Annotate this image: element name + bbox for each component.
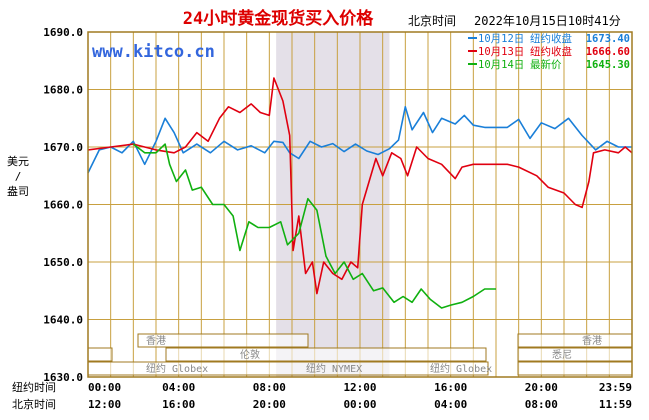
- session-hk1-label: 香港: [146, 335, 166, 347]
- y-unit-line2: 盎司: [7, 184, 29, 198]
- session-hk1-bar: [137, 333, 309, 348]
- y-tick-label: 1660.0: [43, 199, 83, 212]
- x-tick-ny-label: 04:00: [162, 381, 195, 394]
- legend-label-2: 纽约收盘: [530, 45, 572, 58]
- x-tick-bj-label: 00:00: [343, 398, 376, 411]
- y-tick-label: 1680.0: [43, 84, 83, 97]
- plot-frame: [87, 31, 633, 378]
- chart-title: 24小时黄金现货买入价格: [183, 8, 374, 29]
- legend-label-3: 最新价: [530, 58, 562, 71]
- series-line-1: [87, 106, 632, 174]
- kitco-watermark: www.kitco.cn: [92, 42, 215, 62]
- legend: 10月12日 纽约收盘 1673.40 10月13日 纽约收盘 1666.60 10月14日…: [468, 32, 630, 71]
- x-tick-bj-label: 04:00: [434, 398, 467, 411]
- timestamp-label: 北京时间: [408, 14, 456, 28]
- row-label-bj: 北京时间: [12, 397, 56, 411]
- legend-name-1: 10月12日: [478, 33, 524, 45]
- session-sydney-label: 悉尼: [552, 349, 572, 361]
- session-globex3-bar: [517, 361, 633, 376]
- x-tick-ny-label: 08:00: [253, 381, 286, 394]
- x-tick-bj-label: 11:59: [599, 398, 632, 411]
- session-hk2-bar: [517, 333, 633, 348]
- x-axis-ticks: 00:00 04:00 08:00 12:00 16:00 20:00 23:59 12:00…: [88, 381, 632, 411]
- session-globex2-label: 纽约 Globex: [430, 362, 492, 375]
- y-unit-slash: /: [15, 170, 22, 183]
- legend-value-2: 1666.60: [586, 46, 630, 58]
- grid-lines: [88, 32, 632, 377]
- session-london-bar: [165, 347, 487, 362]
- y-axis-ticks: 1630.0 1640.0 1650.0 1660.0 1670.0 1680.0 1690…: [43, 26, 83, 384]
- x-tick-bj-label: 08:00: [525, 398, 558, 411]
- legend-label-1: 纽约收盘: [530, 32, 572, 45]
- y-tick-label: 1640.0: [43, 314, 83, 327]
- price-series: [87, 77, 633, 309]
- y-tick-label: 1630.0: [43, 371, 83, 384]
- session-globex1-label: 纽约 Globex: [146, 362, 208, 375]
- y-tick-label: 1650.0: [43, 256, 83, 269]
- x-tick-ny-label: 20:00: [525, 381, 558, 394]
- legend-name-3: 10月14日: [478, 59, 524, 71]
- legend-value-1: 1673.40: [586, 33, 630, 45]
- x-tick-bj-label: 20:00: [253, 398, 286, 411]
- series-line-3: [132, 143, 496, 309]
- session-nymex-label: 纽约 NYMEX: [306, 362, 362, 375]
- row-label-ny: 纽约时间: [12, 380, 56, 394]
- y-tick-label: 1670.0: [43, 141, 83, 154]
- session-london-label: 伦敦: [240, 348, 260, 361]
- y-tick-label: 1690.0: [43, 26, 83, 39]
- series-line-2: [87, 77, 633, 295]
- legend-value-3: 1645.30: [586, 59, 630, 71]
- x-tick-ny-label: 16:00: [434, 381, 467, 394]
- session-sydney-bar: [517, 347, 633, 362]
- x-tick-ny-label: 23:59: [599, 381, 632, 394]
- x-tick-ny-label: 00:00: [88, 381, 121, 394]
- timestamp-value: 2022年10月15日10时41分: [474, 14, 621, 28]
- x-tick-bj-label: 16:00: [162, 398, 195, 411]
- session-hk2-label: 香港: [582, 335, 602, 347]
- session-london-bar-a: [87, 347, 113, 362]
- trading-sessions: 香港 香港 伦敦 纽约 Globex 纽约 NYMEX 纽约 Globex 悉尼: [87, 333, 633, 376]
- x-tick-ny-label: 12:00: [343, 381, 376, 394]
- x-tick-bj-label: 12:00: [88, 398, 121, 411]
- legend-name-2: 10月13日: [478, 46, 524, 58]
- y-unit-line1: 美元: [7, 155, 29, 168]
